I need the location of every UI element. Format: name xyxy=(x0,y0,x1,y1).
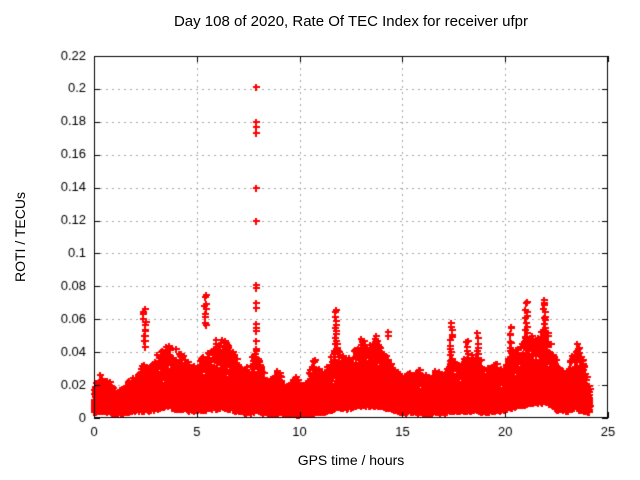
x-axis-label: GPS time / hours xyxy=(297,452,405,468)
y-axis-label: ROTI / TECUs xyxy=(12,192,28,282)
chart-title: Day 108 of 2020, Rate Of TEC Index for r… xyxy=(173,13,529,30)
